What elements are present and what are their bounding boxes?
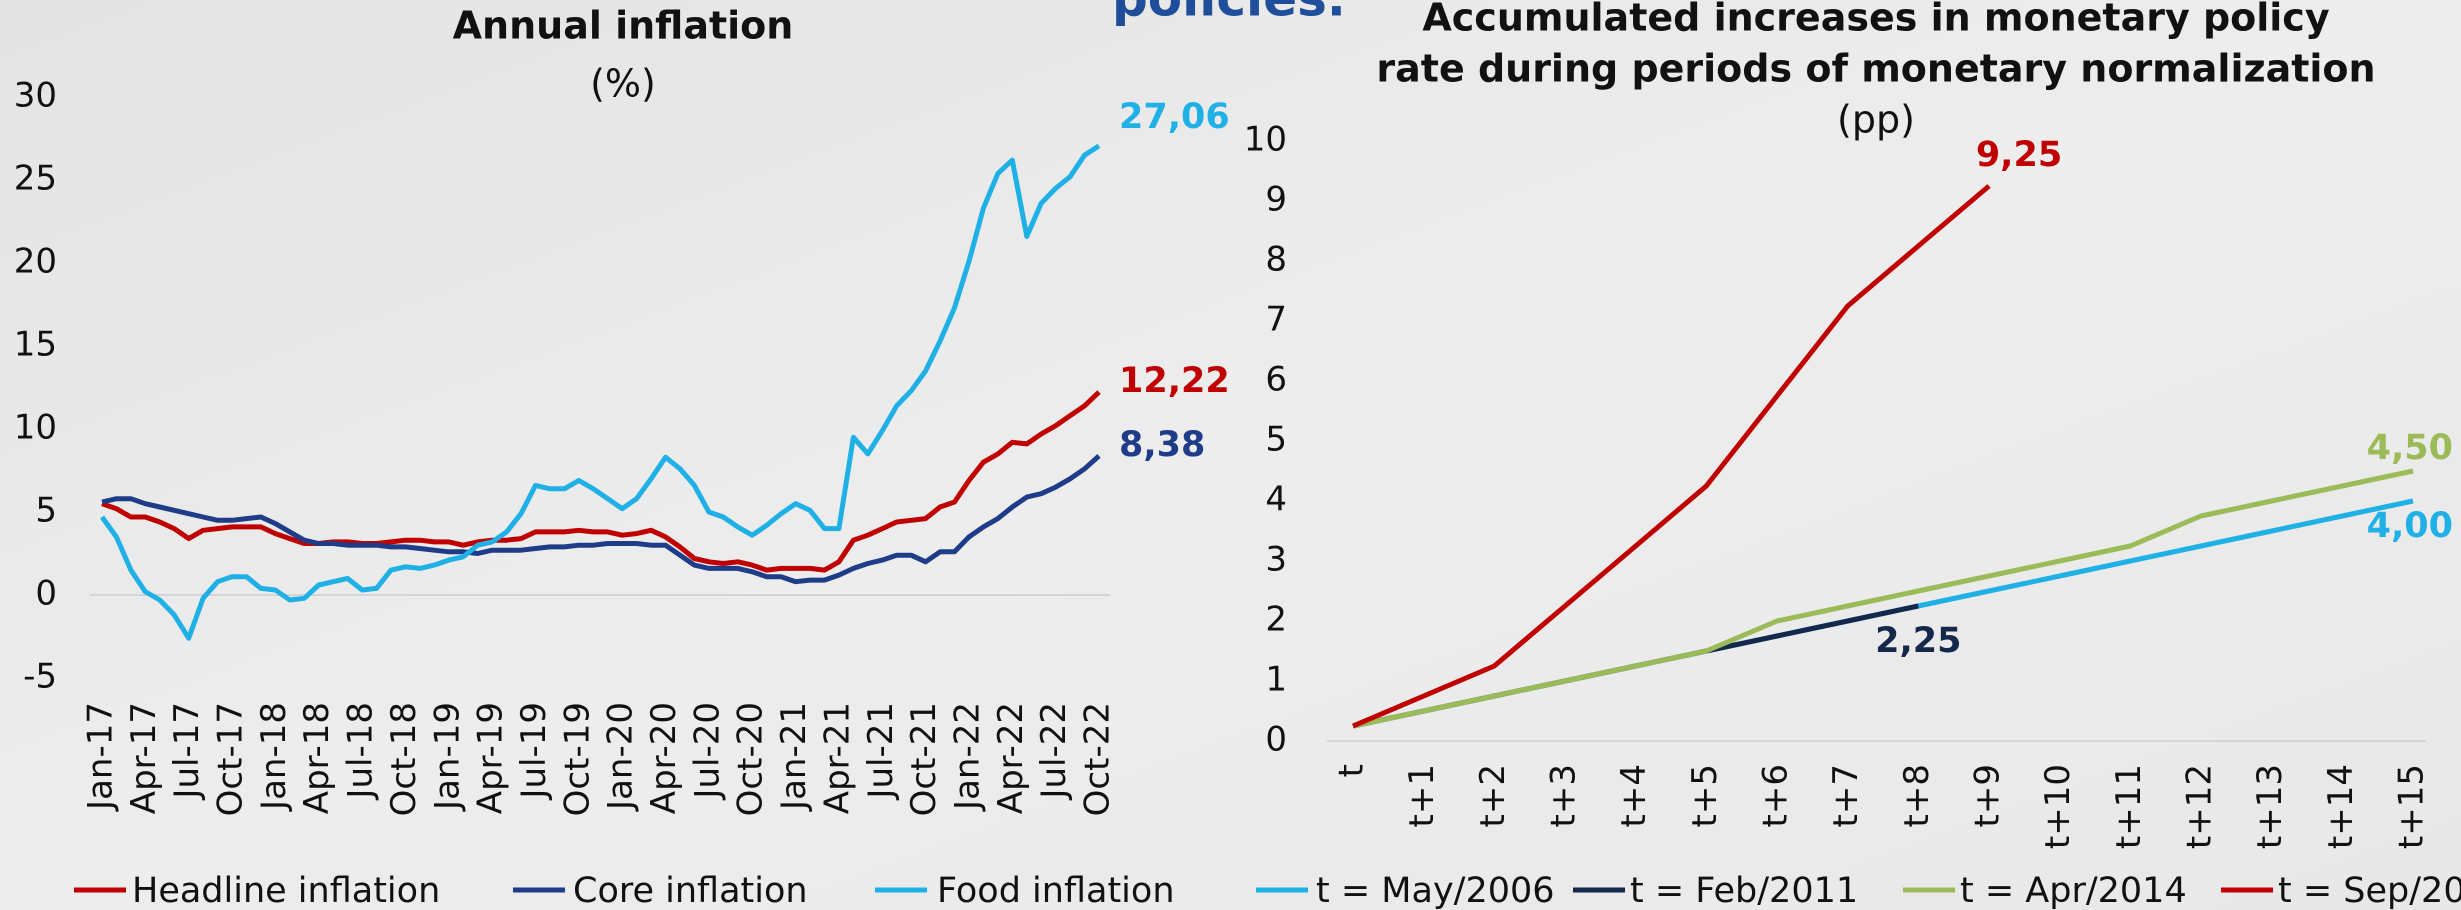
y-tick-label: 5 bbox=[1265, 420, 1287, 460]
value-label: 4,00 bbox=[2367, 506, 2453, 546]
y-tick-label: 9 bbox=[1265, 180, 1287, 220]
x-tick-label: t+5 bbox=[1685, 764, 1725, 827]
legend-label: t = Sep/2021 bbox=[2278, 871, 2461, 910]
x-tick-label: Oct-21 bbox=[904, 702, 944, 816]
x-tick-label: Jan-19 bbox=[427, 702, 467, 812]
x-tick-label: t+15 bbox=[2392, 764, 2432, 849]
chart-subtitle: (pp) bbox=[1837, 98, 1915, 142]
legend-label: Food inflation bbox=[937, 871, 1175, 910]
chart-title: rate during periods of monetary normaliz… bbox=[1376, 47, 2375, 91]
x-tick-label: Jul-17 bbox=[167, 702, 207, 801]
y-tick-label: 8 bbox=[1265, 240, 1287, 280]
x-tick-label: Oct-20 bbox=[731, 702, 771, 816]
x-tick-label: t bbox=[1332, 764, 1372, 777]
value-label: 8,38 bbox=[1119, 425, 1205, 465]
x-tick-label: t+3 bbox=[1544, 764, 1584, 827]
y-tick-label: 25 bbox=[14, 159, 57, 199]
x-tick-label: Jan-18 bbox=[254, 702, 294, 812]
x-tick-label: t+4 bbox=[1614, 764, 1654, 827]
legend-label: t = May/2006 bbox=[1316, 871, 1555, 910]
x-tick-label: Oct-19 bbox=[557, 702, 597, 816]
x-tick-label: Jan-17 bbox=[81, 702, 121, 812]
x-tick-label: Jul-20 bbox=[687, 702, 727, 801]
series-line bbox=[101, 454, 1101, 585]
y-tick-label: 3 bbox=[1265, 540, 1287, 580]
y-tick-label: 0 bbox=[35, 574, 57, 614]
x-tick-label: Jul-19 bbox=[514, 702, 554, 801]
legend-label: t = Feb/2011 bbox=[1630, 871, 1858, 910]
x-tick-label: Jan-22 bbox=[947, 702, 987, 812]
header-fragment: policies. bbox=[1112, 0, 1346, 28]
series-line bbox=[1352, 184, 1991, 729]
x-tick-label: Oct-17 bbox=[211, 702, 251, 816]
x-tick-label: Apr-19 bbox=[471, 702, 511, 814]
x-tick-label: t+6 bbox=[1756, 764, 1796, 827]
series-line bbox=[101, 390, 1101, 573]
chart-title: Annual inflation bbox=[453, 4, 794, 48]
y-tick-label: 0 bbox=[1265, 720, 1287, 760]
x-tick-label: t+1 bbox=[1402, 764, 1442, 827]
legend-label: Headline inflation bbox=[132, 871, 440, 910]
y-tick-label: 10 bbox=[1244, 120, 1287, 160]
value-label: 4,50 bbox=[2367, 428, 2453, 468]
x-tick-label: Apr-21 bbox=[817, 702, 857, 814]
x-tick-label: Apr-20 bbox=[644, 702, 684, 814]
y-tick-label: 15 bbox=[14, 325, 57, 365]
y-tick-label: 5 bbox=[35, 491, 57, 531]
x-tick-label: Jan-20 bbox=[601, 702, 641, 812]
y-tick-label: 4 bbox=[1265, 480, 1287, 520]
legend-label: Core inflation bbox=[573, 871, 808, 910]
chart-subtitle: (%) bbox=[590, 62, 656, 106]
x-tick-label: t+7 bbox=[1826, 764, 1866, 827]
value-label: 9,25 bbox=[1976, 135, 2062, 175]
x-tick-label: Oct-22 bbox=[1078, 702, 1118, 816]
value-label: 2,25 bbox=[1875, 621, 1961, 661]
x-tick-label: t+9 bbox=[1968, 764, 2008, 827]
x-tick-label: Jul-21 bbox=[861, 702, 901, 801]
y-tick-label: 2 bbox=[1265, 600, 1287, 640]
x-tick-label: Jul-22 bbox=[1034, 702, 1074, 801]
y-tick-label: 7 bbox=[1265, 300, 1287, 340]
x-tick-label: t+10 bbox=[2038, 764, 2078, 849]
x-tick-label: Apr-22 bbox=[991, 702, 1031, 814]
y-tick-label: 6 bbox=[1265, 360, 1287, 400]
y-tick-label: 20 bbox=[14, 242, 57, 282]
x-tick-label: t+13 bbox=[2250, 764, 2290, 849]
x-tick-label: t+2 bbox=[1473, 764, 1513, 827]
y-tick-label: 1 bbox=[1265, 660, 1287, 700]
legend-label: t = Apr/2014 bbox=[1960, 871, 2187, 910]
series-line bbox=[1352, 468, 2414, 729]
x-tick-label: t+8 bbox=[1897, 764, 1937, 827]
x-tick-label: Apr-18 bbox=[297, 702, 337, 814]
x-tick-label: Apr-17 bbox=[124, 702, 164, 814]
value-label: 12,22 bbox=[1119, 361, 1230, 401]
chart-title: Accumulated increases in monetary policy bbox=[1422, 0, 2329, 40]
y-tick-label: -5 bbox=[23, 657, 57, 697]
x-tick-label: t+12 bbox=[2180, 764, 2220, 849]
x-tick-label: Oct-18 bbox=[384, 702, 424, 816]
y-tick-label: 10 bbox=[14, 408, 57, 448]
series-line bbox=[99, 143, 1101, 641]
y-tick-label: 30 bbox=[14, 76, 57, 116]
x-tick-label: t+11 bbox=[2109, 764, 2149, 849]
x-tick-label: t+14 bbox=[2321, 764, 2361, 849]
value-label: 27,06 bbox=[1119, 97, 1230, 137]
x-tick-label: Jul-18 bbox=[341, 702, 381, 801]
x-tick-label: Jan-21 bbox=[774, 702, 814, 812]
